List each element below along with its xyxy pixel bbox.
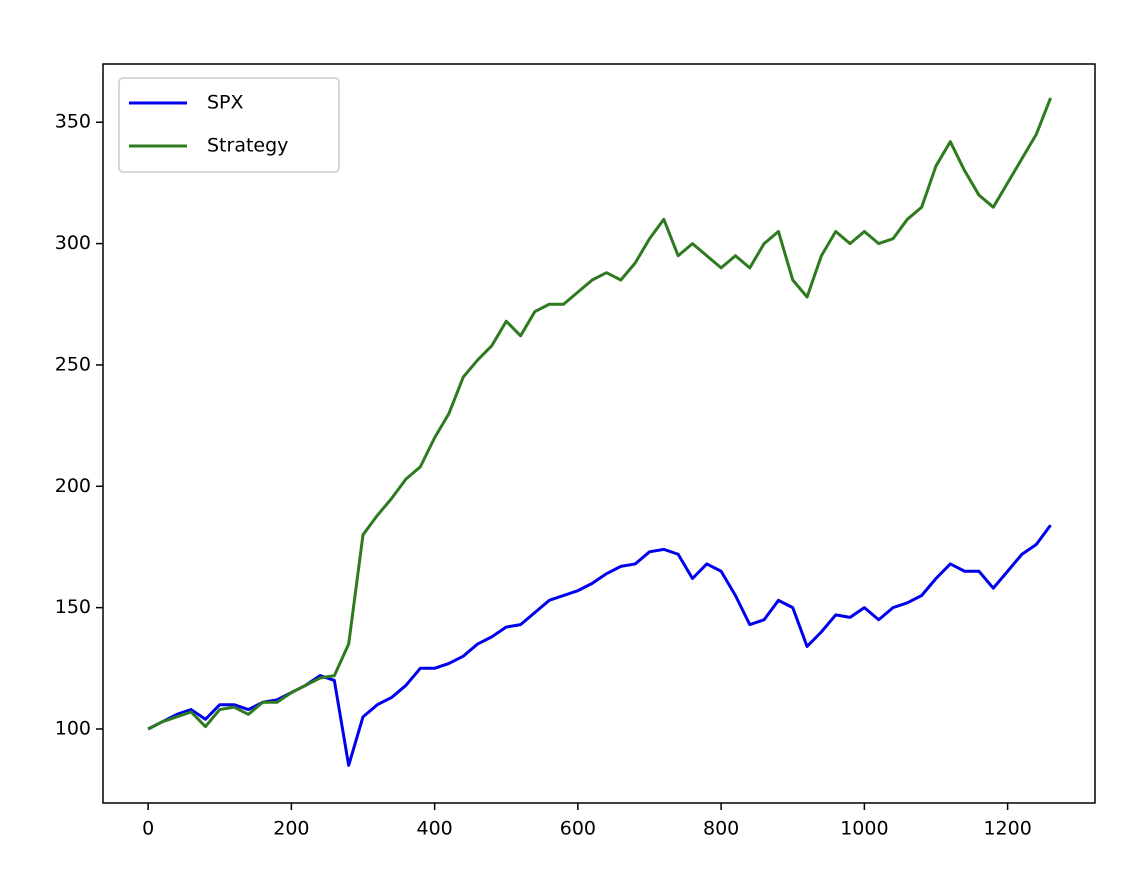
x-tick-label: 0 — [142, 818, 154, 840]
y-tick-label: 250 — [55, 353, 91, 375]
x-tick-label: 400 — [416, 818, 452, 840]
legend-label: Strategy — [207, 135, 288, 157]
x-tick-label: 600 — [560, 818, 596, 840]
plot-frame — [102, 63, 1096, 804]
y-tick-label: 200 — [55, 475, 91, 497]
legend-label: SPX — [207, 92, 244, 114]
line-series — [147, 97, 1052, 731]
x-tick-label: 800 — [703, 818, 739, 840]
x-tick-label: 200 — [273, 818, 309, 840]
x-tick-label: 1000 — [840, 818, 888, 840]
x-tick-label: 1200 — [983, 818, 1031, 840]
y-tick-label: 100 — [55, 717, 91, 739]
line-series — [147, 524, 1052, 767]
y-tick-label: 150 — [55, 596, 91, 618]
y-tick-label: 350 — [55, 111, 91, 133]
y-tick-label: 300 — [55, 232, 91, 254]
